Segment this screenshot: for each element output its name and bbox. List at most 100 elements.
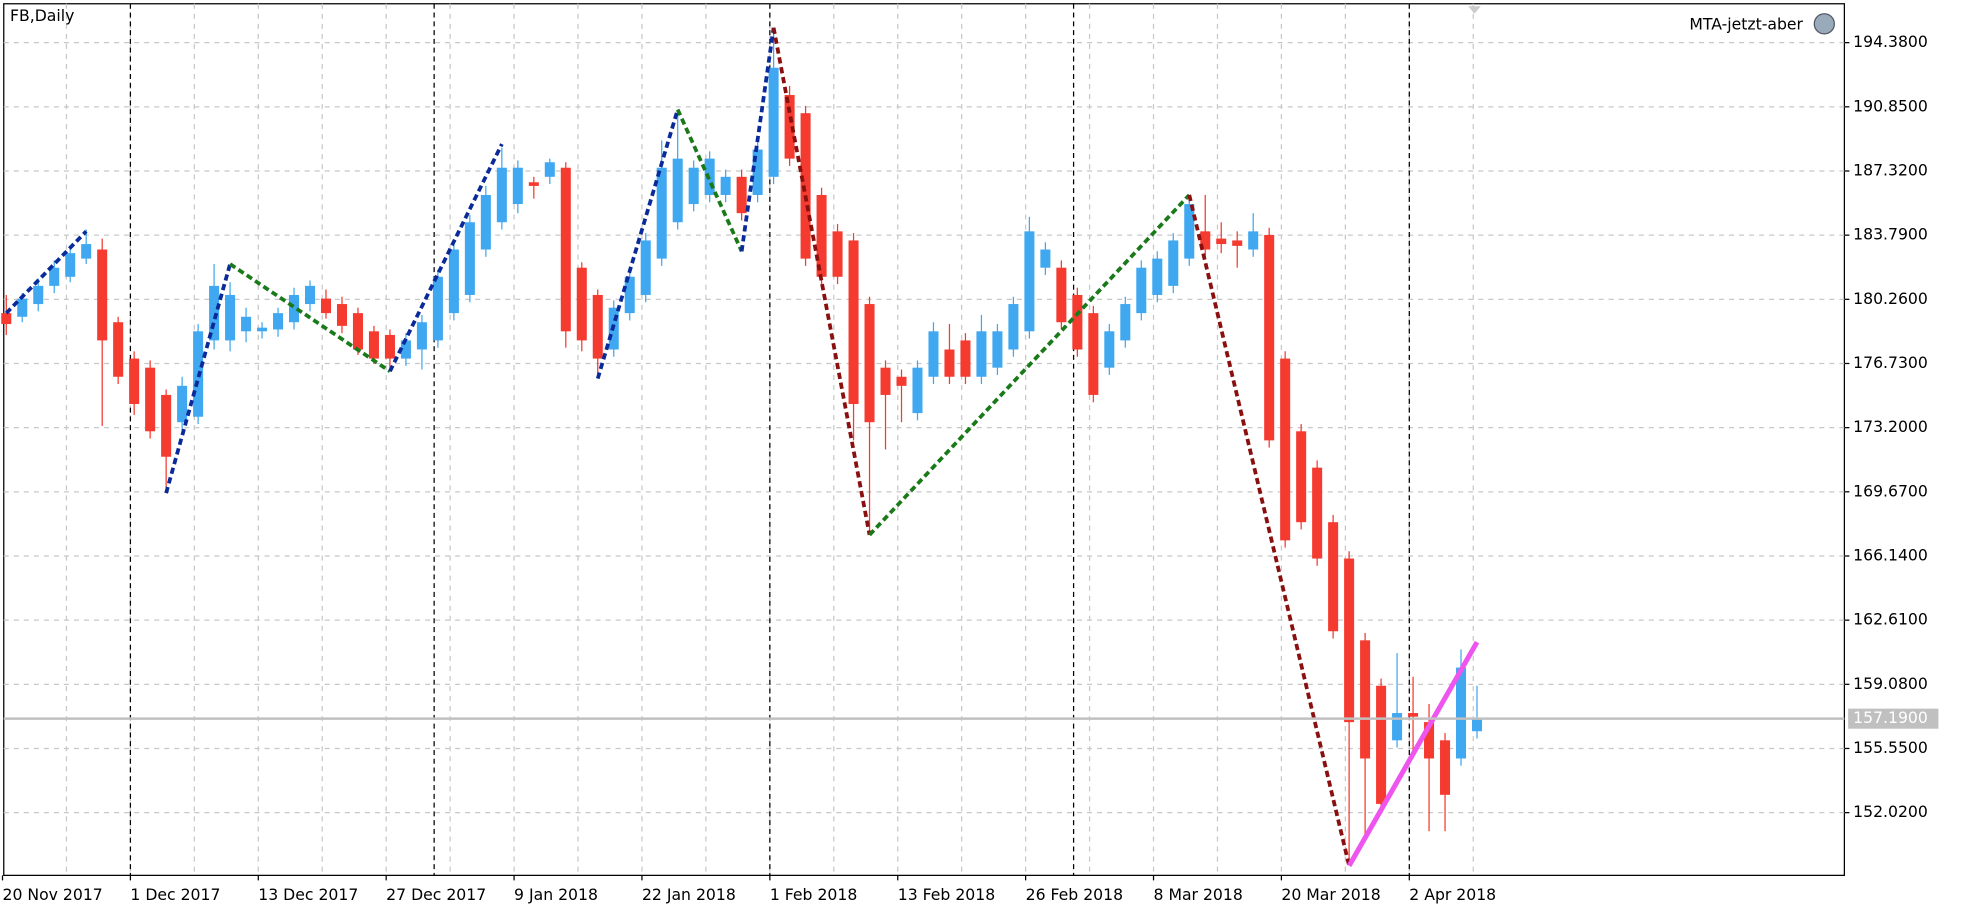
zigzag-line [675, 108, 744, 253]
zigzag-line [229, 262, 391, 373]
candle-body [528, 182, 539, 186]
candle-body [1072, 294, 1083, 350]
y-tick-label: 169.6700 [1853, 481, 1928, 500]
candle-body [1008, 304, 1019, 350]
x-tick-label: 8 Mar 2018 [1154, 885, 1243, 904]
candle-body [33, 285, 44, 305]
candle-body [816, 194, 827, 277]
y-tick-label: 180.2600 [1853, 289, 1928, 308]
candle-body [656, 167, 667, 259]
y-tick-label: 155.5500 [1853, 738, 1928, 757]
candle-body [464, 222, 475, 295]
current-price-box [1848, 708, 1939, 729]
candle-body [1264, 234, 1275, 441]
indicator-label: MTA-jetzt-aber [1689, 15, 1803, 34]
y-tick-label: 152.0200 [1853, 802, 1928, 821]
zigzag-line [4, 230, 88, 315]
zigzag-line [1187, 194, 1351, 867]
candle-body [1232, 240, 1243, 246]
x-tick-label: 13 Feb 2018 [898, 885, 995, 904]
candle-body [352, 313, 363, 350]
candle-body [400, 340, 411, 359]
candle-body [480, 194, 491, 250]
candle-body [1392, 713, 1403, 741]
y-tick-label: 187.3200 [1853, 160, 1928, 179]
y-tick-label: 183.7900 [1853, 225, 1928, 244]
candle-body [81, 244, 92, 259]
candle-body [960, 340, 971, 377]
candle-body [304, 285, 316, 305]
candle-body [1, 313, 12, 325]
x-tick-label: 9 Jan 2018 [514, 885, 598, 904]
candle-body [1471, 718, 1483, 732]
candle-body [1216, 238, 1227, 245]
candle-body [225, 294, 236, 341]
zigzag-line [388, 143, 504, 373]
zigzag-line [739, 27, 776, 252]
candle-body [384, 334, 395, 359]
y-tick-label: 176.7300 [1853, 353, 1928, 372]
candle-body [1184, 204, 1195, 259]
candle-body [1456, 667, 1467, 759]
candle-body [880, 367, 891, 395]
candle-body [560, 167, 571, 332]
candle-body [209, 285, 220, 341]
candle-body [592, 294, 603, 359]
chart-title: FB,Daily [10, 6, 74, 25]
candle-body [720, 176, 731, 195]
candle-body [432, 276, 443, 341]
candle-body [416, 322, 427, 350]
current-price-label: 157.1900 [1853, 708, 1928, 727]
candle-body [688, 167, 699, 205]
candle-body [49, 267, 60, 286]
candle-body [576, 267, 587, 341]
candle-body [1312, 467, 1323, 559]
candle-body [1024, 231, 1035, 332]
candle-body [1120, 304, 1131, 341]
candle-body [1248, 231, 1259, 250]
candle-body [320, 298, 332, 314]
y-tick-label: 159.0800 [1853, 674, 1928, 693]
candle-body [912, 367, 923, 414]
candle-body [177, 385, 188, 423]
x-tick-label: 26 Feb 2018 [1026, 885, 1123, 904]
candle-body [289, 294, 300, 323]
candle-body [1424, 722, 1435, 759]
candle-body [768, 67, 779, 177]
x-tick-label: 22 Jan 2018 [642, 885, 736, 904]
candle-body [1328, 522, 1339, 632]
candle-body [944, 349, 955, 377]
candle-body [928, 331, 939, 377]
candle-body [113, 322, 124, 377]
shift-marker [1468, 6, 1481, 14]
candle-body [864, 304, 875, 423]
indicator-icon [1813, 13, 1835, 35]
zigzag-line [595, 109, 680, 380]
candle-body [1104, 331, 1115, 368]
candle-body [1344, 558, 1355, 723]
candle-body [1296, 431, 1307, 523]
zigzag-line [771, 27, 872, 536]
candle-body [1200, 231, 1211, 250]
x-tick-label: 20 Mar 2018 [1281, 885, 1380, 904]
y-tick-label: 194.3800 [1853, 32, 1928, 51]
y-tick-label: 190.8500 [1853, 96, 1928, 115]
candle-body [161, 394, 172, 457]
candle-body [65, 253, 76, 277]
candle-body [273, 313, 284, 330]
candle-body [1376, 685, 1387, 804]
candle-body [512, 167, 523, 205]
candle-body [129, 358, 140, 405]
plot-area [3, 3, 1846, 876]
candle-body [1088, 313, 1099, 395]
candle-body [145, 367, 156, 432]
candle-body [1360, 640, 1371, 759]
candle-body [496, 167, 507, 223]
x-tick-label: 1 Feb 2018 [770, 885, 857, 904]
y-tick-label: 173.2000 [1853, 417, 1928, 436]
candle-body [640, 240, 651, 295]
candle-body [448, 249, 459, 314]
candle-body [624, 276, 635, 314]
y-tick-label: 162.6100 [1853, 610, 1928, 629]
candle-body [257, 327, 268, 332]
